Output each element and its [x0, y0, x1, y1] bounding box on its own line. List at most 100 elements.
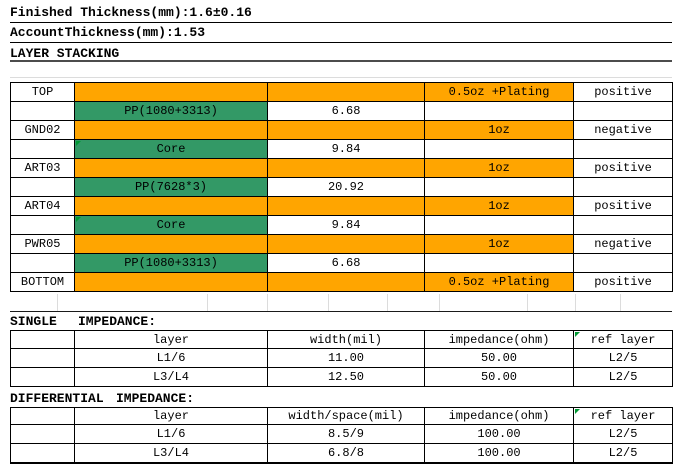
- empty-cell: [10, 424, 75, 444]
- differential-impedance-title-word1: DIFFERENTIAL: [10, 391, 104, 406]
- col-header-width: width(mil): [267, 330, 425, 349]
- empty-cell: [10, 348, 75, 368]
- copper-weight-cell: 1oz: [424, 234, 574, 254]
- gridline: [387, 294, 388, 311]
- empty-cell: [424, 101, 574, 121]
- material-label: Core: [156, 142, 186, 156]
- layer-stacking-table: TOP 0.5oz +Plating positive PP(1080+3313…: [10, 82, 673, 292]
- gridline: [57, 294, 58, 311]
- layer-cell: L3/L4: [74, 367, 268, 387]
- layer-name-cell: ART03: [10, 158, 75, 178]
- stack-row-dielectric: Core 9.84: [10, 215, 673, 235]
- differential-impedance-table: layer width/space(mil) impedance(ohm) re…: [10, 407, 673, 464]
- copper-bar: [267, 234, 425, 254]
- table-row: L3/L4 6.8/8 100.00 L2/5: [10, 443, 673, 464]
- copper-weight-cell: 0.5oz +Plating: [424, 82, 574, 102]
- stack-row-dielectric: PP(1080+3313) 6.68: [10, 253, 673, 273]
- cell-corner-marker-icon: [575, 332, 580, 337]
- material-cell: PP(1080+3313): [74, 101, 268, 121]
- thickness-value-cell: 6.68: [267, 101, 425, 121]
- empty-cell: [10, 330, 75, 349]
- copper-bar: [267, 120, 425, 140]
- polarity-cell: negative: [573, 234, 673, 254]
- gridline: [207, 294, 208, 311]
- empty-cell: [10, 443, 75, 464]
- ref-layer-cell: L2/5: [573, 443, 673, 464]
- layer-name-cell: BOTTOM: [10, 272, 75, 292]
- width-cell: 12.50: [267, 367, 425, 387]
- thickness-value-cell: 6.68: [267, 253, 425, 273]
- table-header-row: layer width/space(mil) impedance(ohm) re…: [10, 407, 673, 425]
- polarity-cell: positive: [573, 82, 673, 102]
- copper-weight-cell: 0.5oz +Plating: [424, 272, 574, 292]
- width-cell: 11.00: [267, 348, 425, 368]
- empty-cell: [573, 101, 673, 121]
- material-cell: Core: [74, 139, 268, 159]
- empty-cell: [573, 139, 673, 159]
- material-label: Core: [156, 218, 186, 232]
- layer-name-cell: PWR05: [10, 234, 75, 254]
- empty-cell: [10, 367, 75, 387]
- empty-cell: [10, 253, 75, 273]
- empty-cell: [10, 101, 75, 121]
- empty-cell: [424, 253, 574, 273]
- width-space-cell: 6.8/8: [267, 443, 425, 464]
- table-row: L1/6 8.5/9 100.00 L2/5: [10, 424, 673, 444]
- layer-name-cell: TOP: [10, 82, 75, 102]
- gridline: [620, 294, 621, 311]
- layer-name-cell: ART04: [10, 196, 75, 216]
- ref-layer-cell: L2/5: [573, 348, 673, 368]
- underline: [10, 42, 672, 43]
- copper-bar: [74, 196, 268, 216]
- thickness-value-cell: 9.84: [267, 139, 425, 159]
- empty-cell: [10, 139, 75, 159]
- stack-row-top: TOP 0.5oz +Plating positive: [10, 82, 673, 102]
- thickness-value-cell: 9.84: [267, 215, 425, 235]
- gridline: [328, 294, 329, 311]
- col-header-ref-layer: ref layer: [573, 407, 673, 425]
- table-header-row: layer width(mil) impedance(ohm) ref laye…: [10, 330, 673, 349]
- empty-cell: [424, 215, 574, 235]
- layer-cell: L1/6: [74, 424, 268, 444]
- cell-corner-marker-icon: [76, 217, 81, 222]
- empty-cell: [424, 139, 574, 159]
- copper-bar: [74, 234, 268, 254]
- copper-bar: [267, 158, 425, 178]
- copper-bar: [267, 272, 425, 292]
- layer-name-cell: GND02: [10, 120, 75, 140]
- thickness-value-cell: 20.92: [267, 177, 425, 197]
- impedance-cell: 50.00: [424, 348, 574, 368]
- account-thickness-label: AccountThickness(mm):1.53: [10, 25, 206, 40]
- copper-bar: [267, 196, 425, 216]
- copper-bar: [74, 120, 268, 140]
- stack-row-bottom: BOTTOM 0.5oz +Plating positive: [10, 272, 673, 292]
- impedance-cell: 100.00: [424, 424, 574, 444]
- copper-bar: [74, 82, 268, 102]
- empty-cell: [573, 177, 673, 197]
- empty-cell: [10, 215, 75, 235]
- width-space-cell: 8.5/9: [267, 424, 425, 444]
- ref-layer-cell: L2/5: [573, 367, 673, 387]
- empty-cell: [424, 177, 574, 197]
- layer-stacking-title: LAYER STACKING: [10, 46, 120, 61]
- table-row: L1/6 11.00 50.00 L2/5: [10, 348, 673, 368]
- stack-row-pwr05: PWR05 1oz negative: [10, 234, 673, 254]
- stack-row-dielectric: PP(7628*3) 20.92: [10, 177, 673, 197]
- stack-row-dielectric: PP(1080+3313) 6.68: [10, 101, 673, 121]
- polarity-cell: positive: [573, 158, 673, 178]
- cell-corner-marker-icon: [575, 409, 580, 414]
- gridline: [527, 294, 528, 311]
- col-header-impedance: impedance(ohm): [424, 407, 574, 425]
- gridline: [10, 77, 672, 78]
- col-header-ref-layer: ref layer: [573, 330, 673, 349]
- layer-cell: L3/L4: [74, 443, 268, 464]
- underline: [10, 22, 672, 23]
- gridline: [575, 294, 576, 311]
- section-separator: [10, 311, 672, 312]
- copper-weight-cell: 1oz: [424, 196, 574, 216]
- finished-thickness-label: Finished Thickness(mm):1.6±0.16: [10, 5, 252, 20]
- empty-cell: [573, 253, 673, 273]
- ref-layer-cell: L2/5: [573, 424, 673, 444]
- cell-corner-marker-icon: [76, 141, 81, 146]
